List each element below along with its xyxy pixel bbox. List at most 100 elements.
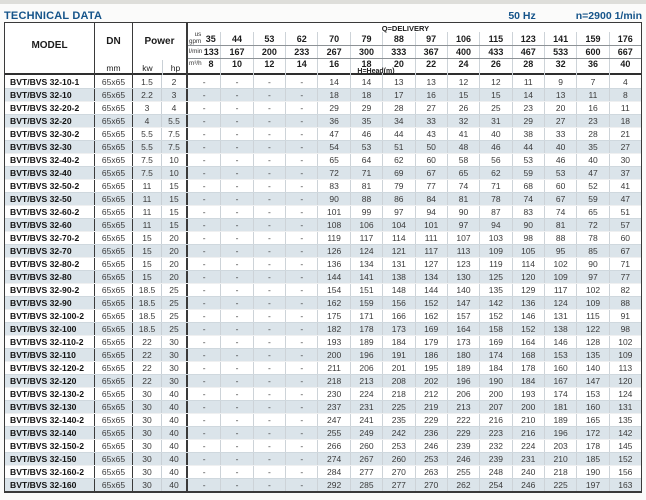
head-cell: - (285, 167, 317, 179)
flow-value-cell: 167 (220, 46, 252, 58)
head-cell: 144 (414, 284, 447, 296)
head-cell: 59 (576, 193, 608, 205)
table-row: BVT/BVS 32-140-2 65x65 30 40- - - -247 241 235 22… (5, 413, 641, 426)
flow-value: 115 (488, 33, 504, 44)
head-cell: - (252, 219, 285, 231)
head-cell: 213 (349, 375, 382, 387)
head-cell: - (285, 258, 317, 270)
head-cell: 12 (446, 75, 479, 88)
head-cell: 159 (349, 297, 382, 309)
head-cell: 95 (543, 245, 576, 257)
model-cell: BVT/BVS 32-150 (5, 453, 95, 465)
hp-cell: 40 (162, 388, 188, 400)
head-cell: 181 (543, 401, 576, 413)
head-cell: 44 (511, 141, 544, 153)
flow-value: 600 (585, 47, 601, 57)
head-cell: - (202, 194, 206, 204)
model-cell: BVT/BVS 32-10 (5, 89, 95, 101)
head-cell: 224 (349, 388, 382, 400)
head-cell: 225 (543, 479, 576, 491)
head-cell: 60 (414, 154, 447, 166)
kw-cell: 15 (133, 258, 162, 270)
head-cell: 72 (317, 167, 349, 179)
frequency-label: 50 Hz (508, 10, 536, 22)
head-cell: - (252, 297, 285, 309)
head-cell: 72 (576, 219, 608, 231)
hp-cell: 30 (162, 362, 188, 374)
model-cell: BVT/BVS 32-70 (5, 245, 95, 257)
head-cell: 168 (511, 349, 544, 361)
head-cell: 144 (317, 271, 349, 283)
head-cell: 122 (576, 323, 608, 335)
head-cell: 30 (608, 154, 641, 166)
head-cell: 36 (317, 115, 349, 127)
hp-cell: 40 (162, 479, 188, 491)
head-cell: - (220, 89, 252, 101)
flow-value-cell: 97 (414, 32, 447, 45)
head-cell: 62 (479, 167, 511, 179)
head-cell: 69 (382, 167, 414, 179)
head-cell: 222 (446, 414, 479, 426)
head-cell: - (285, 271, 317, 283)
gpm-row: us gpm 35 44 53 62 70 79 88 97 106 115 123 141 159 176 (188, 32, 641, 46)
head-cell: 253 (414, 453, 447, 465)
model-cell: BVT/BVS 32-50 (5, 193, 95, 205)
dn-cell: 65x65 (95, 453, 133, 465)
model-cell: BVT/BVS 32-130 (5, 401, 95, 413)
hp-cell: 20 (162, 245, 188, 257)
head-cell: - (202, 350, 206, 360)
head-cell: 123 (446, 258, 479, 270)
head-cell: 248 (479, 466, 511, 478)
head-cell: 154 (317, 284, 349, 296)
model-cell: BVT/BVS 32-40 (5, 167, 95, 179)
hp-cell: 10 (162, 167, 188, 179)
hp-cell: 3 (162, 89, 188, 101)
head-cell: 196 (543, 427, 576, 439)
head-cell: - (285, 141, 317, 153)
head-cell: 81 (446, 193, 479, 205)
table-row: BVT/BVS 32-70-2 65x65 15 20- - - -119 117 114 111… (5, 231, 641, 244)
head-cell: - (285, 297, 317, 309)
model-cell: BVT/BVS 32-20-2 (5, 102, 95, 114)
table-row: BVT/BVS 32-140 65x65 30 40- - - -255 249 242 236 2… (5, 426, 641, 439)
head-cell: - (220, 75, 252, 88)
head-cell: 165 (576, 414, 608, 426)
model-column-header: MODEL (5, 23, 95, 75)
head-cell: 25 (479, 102, 511, 114)
dn-cell: 65x65 (95, 102, 133, 114)
head-cell: 106 (349, 219, 382, 231)
head-cell: 47 (576, 167, 608, 179)
head-cell: - (202, 90, 206, 100)
head-cell: 158 (479, 323, 511, 335)
head-cell: 136 (317, 258, 349, 270)
scan-edge (0, 0, 646, 4)
head-cell: 156 (382, 297, 414, 309)
head-cell: - (285, 206, 317, 218)
head-cell: 169 (414, 323, 447, 335)
model-cell: BVT/BVS 32-50-2 (5, 180, 95, 192)
flow-value-cell: m³/h 8 (188, 59, 220, 75)
head-cell: 182 (317, 323, 349, 335)
head-cell: 27 (608, 141, 641, 153)
head-cell: 189 (543, 414, 576, 426)
head-cell: 88 (608, 297, 641, 309)
kw-cell: 30 (133, 466, 162, 478)
flow-value: 233 (294, 47, 310, 57)
head-cell: 29 (511, 115, 544, 127)
head-cell: - (252, 310, 285, 322)
kw-cell: 5.5 (133, 128, 162, 140)
head-cell: 20 (543, 102, 576, 114)
head-cell: - (202, 467, 206, 477)
head-cell: 212 (414, 388, 447, 400)
head-cell: 11 (576, 89, 608, 101)
head-cell: - (252, 375, 285, 387)
head-cell: 78 (576, 232, 608, 244)
head-cell: 193 (317, 336, 349, 348)
table-row: BVT/BVS 32-110 65x65 22 30- - - -200 196 191 186 1… (5, 348, 641, 361)
head-cell: 232 (479, 440, 511, 452)
head-cell: 28 (576, 128, 608, 140)
head-cell: 77 (608, 271, 641, 283)
head-cell: 131 (382, 258, 414, 270)
head-cell: - (252, 193, 285, 205)
head-cell: 88 (349, 193, 382, 205)
